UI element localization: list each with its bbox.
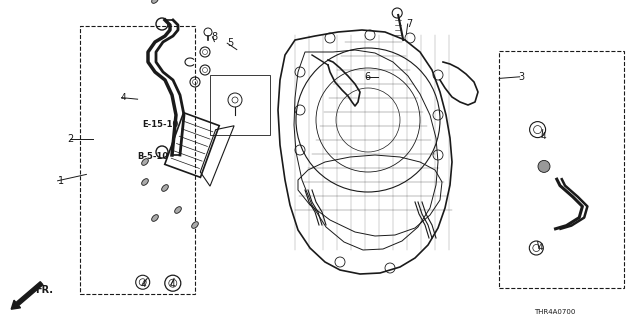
- Text: E-15-10: E-15-10: [142, 120, 179, 129]
- Text: B-5-10: B-5-10: [138, 152, 169, 161]
- Ellipse shape: [152, 215, 158, 221]
- Ellipse shape: [162, 185, 168, 191]
- Text: 4: 4: [170, 280, 175, 289]
- Ellipse shape: [191, 222, 198, 228]
- Bar: [499, 51, 624, 288]
- Text: 4: 4: [538, 244, 543, 252]
- Text: 6: 6: [365, 72, 371, 82]
- Ellipse shape: [141, 159, 148, 165]
- FancyArrow shape: [12, 282, 43, 309]
- Text: 4: 4: [141, 280, 147, 289]
- Text: 2: 2: [67, 134, 74, 144]
- Bar: [210, 75, 270, 135]
- Ellipse shape: [152, 0, 158, 3]
- Ellipse shape: [141, 179, 148, 185]
- Text: 3: 3: [518, 72, 525, 82]
- Text: 5: 5: [227, 38, 234, 48]
- Text: 8: 8: [211, 32, 218, 42]
- Text: 4: 4: [120, 93, 126, 102]
- Text: FR.: FR.: [35, 284, 53, 295]
- Bar: [80, 26, 195, 294]
- Ellipse shape: [175, 207, 181, 213]
- Circle shape: [538, 160, 550, 172]
- Text: 4: 4: [541, 132, 547, 140]
- Text: 7: 7: [406, 19, 413, 29]
- Text: 1: 1: [58, 176, 64, 186]
- Text: THR4A0700: THR4A0700: [534, 309, 576, 315]
